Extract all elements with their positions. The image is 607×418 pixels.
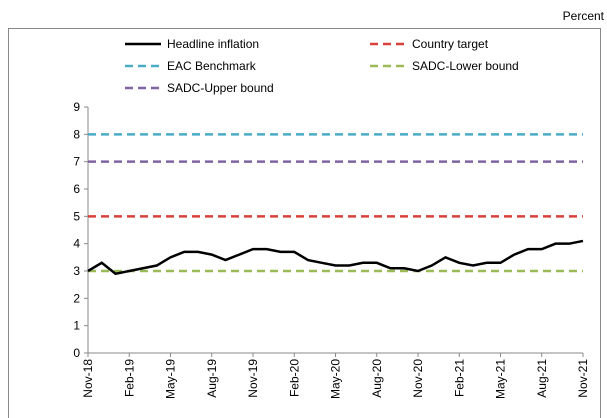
x-tick-label: Nov-20 bbox=[411, 359, 425, 398]
legend-label: SADC-Upper bound bbox=[167, 81, 274, 95]
y-tick-label: 5 bbox=[73, 209, 80, 223]
x-tick-label: Nov-18 bbox=[81, 359, 95, 398]
x-tick-label: May-19 bbox=[164, 359, 178, 399]
x-tick-label: Nov-21 bbox=[576, 359, 590, 398]
y-tick-label: 4 bbox=[73, 237, 80, 251]
series-line bbox=[87, 239, 584, 276]
x-tick-label: Nov-19 bbox=[246, 359, 260, 398]
x-tick-label: Feb-19 bbox=[122, 359, 136, 397]
legend-label: Country target bbox=[412, 37, 489, 51]
x-tick-label: May-21 bbox=[494, 359, 508, 399]
x-tick-label: May-20 bbox=[329, 359, 343, 399]
x-tick-label: Aug-21 bbox=[535, 359, 549, 398]
chart-frame bbox=[8, 28, 601, 418]
x-tick-label: Feb-21 bbox=[452, 359, 466, 397]
y-tick-label: 9 bbox=[73, 100, 80, 114]
y-tick-label: 6 bbox=[73, 182, 80, 196]
legend-label: SADC-Lower bound bbox=[412, 59, 519, 73]
unit-label: Percent bbox=[563, 9, 605, 23]
x-tick-label: Aug-19 bbox=[205, 359, 219, 398]
y-tick-label: 7 bbox=[73, 155, 80, 169]
legend-label: EAC Benchmark bbox=[167, 59, 257, 73]
y-tick-label: 8 bbox=[73, 127, 80, 141]
y-tick-label: 1 bbox=[73, 319, 80, 333]
legend-label: Headline inflation bbox=[167, 37, 259, 51]
y-tick-label: 3 bbox=[73, 264, 80, 278]
y-tick-label: 0 bbox=[73, 346, 80, 360]
y-tick-label: 2 bbox=[73, 291, 80, 305]
x-tick-label: Aug-20 bbox=[370, 359, 384, 398]
x-tick-label: Feb-20 bbox=[287, 359, 301, 397]
